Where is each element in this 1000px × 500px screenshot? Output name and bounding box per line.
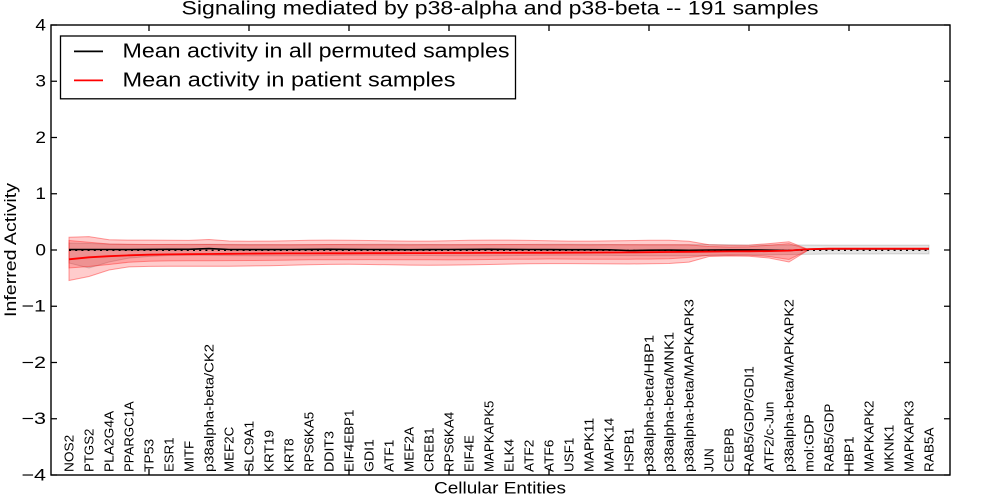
svg-text:MEF2C: MEF2C bbox=[222, 426, 237, 472]
svg-text:SLC9A1: SLC9A1 bbox=[242, 421, 257, 472]
svg-text:HBP1: HBP1 bbox=[842, 436, 857, 472]
svg-text:MAPKAPK3: MAPKAPK3 bbox=[902, 401, 917, 472]
svg-text:ELK4: ELK4 bbox=[502, 439, 517, 472]
svg-text:Mean activity in all permuted: Mean activity in all permuted samples bbox=[123, 40, 510, 62]
svg-text:MEF2A: MEF2A bbox=[402, 427, 417, 472]
svg-text:RAB5/GDP: RAB5/GDP bbox=[822, 403, 837, 472]
svg-text:Signaling mediated by p38-alph: Signaling mediated by p38-alpha and p38-… bbox=[182, 0, 819, 20]
svg-text:GDI1: GDI1 bbox=[362, 439, 377, 472]
svg-text:KRT19: KRT19 bbox=[262, 430, 277, 472]
svg-text:TP53: TP53 bbox=[142, 439, 157, 472]
svg-text:p38alpha-beta/MAPKAPK3: p38alpha-beta/MAPKAPK3 bbox=[682, 299, 697, 472]
svg-text:CEBPB: CEBPB bbox=[722, 428, 737, 472]
svg-text:p38alpha-beta/MAPKAPK2: p38alpha-beta/MAPKAPK2 bbox=[782, 299, 797, 472]
svg-text:EIF4E: EIF4E bbox=[462, 435, 477, 472]
svg-text:MAPKAPK2: MAPKAPK2 bbox=[862, 401, 877, 472]
svg-text:CREB1: CREB1 bbox=[422, 428, 437, 473]
svg-text:mol:GDP: mol:GDP bbox=[802, 414, 817, 472]
svg-text:p38alpha-beta/CK2: p38alpha-beta/CK2 bbox=[202, 344, 217, 472]
svg-text:ATF1: ATF1 bbox=[382, 440, 397, 472]
svg-text:JUN: JUN bbox=[702, 448, 717, 472]
svg-text:Cellular Entities: Cellular Entities bbox=[434, 479, 566, 498]
svg-text:NOS2: NOS2 bbox=[62, 435, 77, 472]
svg-text:KRT8: KRT8 bbox=[282, 438, 297, 472]
svg-text:3: 3 bbox=[35, 73, 46, 91]
svg-text:PLA2G4A: PLA2G4A bbox=[102, 411, 117, 472]
svg-text:PTGS2: PTGS2 bbox=[82, 429, 97, 472]
svg-text:MITF: MITF bbox=[182, 441, 197, 472]
svg-text:p38alpha-beta/MNK1: p38alpha-beta/MNK1 bbox=[662, 332, 677, 472]
svg-text:EIF4EBP1: EIF4EBP1 bbox=[342, 410, 357, 472]
svg-text:ESR1: ESR1 bbox=[162, 438, 177, 473]
svg-text:ATF6: ATF6 bbox=[542, 440, 557, 472]
svg-text:RPS6KA5: RPS6KA5 bbox=[302, 412, 317, 472]
svg-text:1: 1 bbox=[35, 185, 46, 203]
svg-text:0: 0 bbox=[35, 241, 46, 259]
svg-text:2: 2 bbox=[35, 129, 46, 147]
svg-text:MAPK11: MAPK11 bbox=[582, 418, 597, 472]
svg-text:PPARGC1A: PPARGC1A bbox=[122, 401, 137, 472]
svg-text:RAB5/GDP/GDI1: RAB5/GDP/GDI1 bbox=[742, 366, 757, 472]
svg-text:MAPK14: MAPK14 bbox=[602, 418, 617, 472]
svg-text:USF1: USF1 bbox=[562, 438, 577, 472]
svg-text:−4: −4 bbox=[21, 466, 46, 484]
svg-text:4: 4 bbox=[35, 16, 46, 34]
svg-text:Inferred Activity: Inferred Activity bbox=[1, 182, 20, 317]
svg-text:−1: −1 bbox=[21, 298, 46, 316]
svg-text:RPS6KA4: RPS6KA4 bbox=[442, 412, 457, 472]
svg-text:ATF2/c-Jun: ATF2/c-Jun bbox=[762, 402, 777, 472]
svg-text:−2: −2 bbox=[21, 354, 46, 372]
svg-text:DDIT3: DDIT3 bbox=[322, 431, 337, 472]
svg-text:RAB5A: RAB5A bbox=[922, 427, 937, 472]
svg-text:HSPB1: HSPB1 bbox=[622, 428, 637, 472]
svg-text:p38alpha-beta/HBP1: p38alpha-beta/HBP1 bbox=[642, 335, 657, 472]
svg-text:MKNK1: MKNK1 bbox=[882, 425, 897, 472]
svg-text:ATF2: ATF2 bbox=[522, 440, 537, 472]
svg-text:−3: −3 bbox=[21, 410, 46, 428]
svg-text:Mean activity in patient sampl: Mean activity in patient samples bbox=[123, 70, 456, 92]
svg-text:MAPKAPK5: MAPKAPK5 bbox=[482, 401, 497, 472]
